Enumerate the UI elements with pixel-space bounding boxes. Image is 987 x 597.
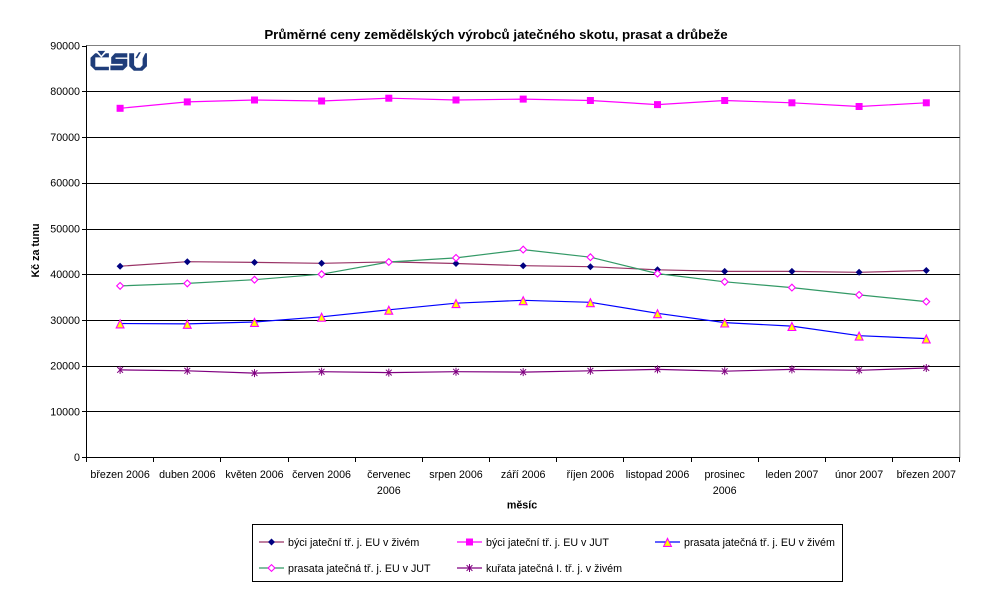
svg-text:září 2006: září 2006 bbox=[501, 469, 546, 481]
svg-text:únor 2007: únor 2007 bbox=[835, 469, 883, 481]
svg-text:0: 0 bbox=[74, 452, 80, 464]
svg-text:2006: 2006 bbox=[377, 485, 401, 497]
svg-text:30000: 30000 bbox=[50, 315, 80, 327]
svg-text:90000: 90000 bbox=[50, 40, 80, 52]
svg-text:Průměrné ceny zemědělských výr: Průměrné ceny zemědělských výrobců jateč… bbox=[264, 27, 727, 42]
svg-text:srpen 2006: srpen 2006 bbox=[429, 469, 483, 481]
svg-text:prasata jatečná tř. j. EU v JU: prasata jatečná tř. j. EU v JUT bbox=[288, 563, 431, 575]
svg-text:říjen 2006: říjen 2006 bbox=[567, 469, 615, 481]
svg-text:Kč za tunu: Kč za tunu bbox=[30, 223, 42, 277]
svg-text:70000: 70000 bbox=[50, 132, 80, 144]
svg-text:listopad 2006: listopad 2006 bbox=[626, 469, 690, 481]
svg-text:leden 2007: leden 2007 bbox=[765, 469, 818, 481]
svg-text:2006: 2006 bbox=[713, 485, 737, 497]
svg-text:80000: 80000 bbox=[50, 86, 80, 98]
svg-text:květen 2006: květen 2006 bbox=[225, 469, 283, 481]
svg-text:prosinec: prosinec bbox=[704, 469, 745, 481]
svg-text:býci jateční tř. j. EU v JUT: býci jateční tř. j. EU v JUT bbox=[486, 537, 609, 549]
svg-text:40000: 40000 bbox=[50, 269, 80, 281]
svg-text:červen 2006: červen 2006 bbox=[292, 469, 351, 481]
svg-text:měsíc: měsíc bbox=[507, 500, 537, 512]
svg-text:březen 2007: březen 2007 bbox=[897, 469, 956, 481]
svg-text:březen 2006: březen 2006 bbox=[90, 469, 149, 481]
svg-text:20000: 20000 bbox=[50, 361, 80, 373]
svg-text:býci jateční tř. j. EU v živém: býci jateční tř. j. EU v živém bbox=[288, 537, 419, 549]
svg-text:kuřata jatečná I. tř. j. v živ: kuřata jatečná I. tř. j. v živém bbox=[486, 563, 622, 575]
svg-text:10000: 10000 bbox=[50, 406, 80, 418]
svg-text:50000: 50000 bbox=[50, 223, 80, 235]
svg-text:60000: 60000 bbox=[50, 178, 80, 190]
svg-text:duben 2006: duben 2006 bbox=[159, 469, 216, 481]
svg-text:červenec: červenec bbox=[367, 469, 411, 481]
svg-text:prasata jatečná tř. j. EU v ži: prasata jatečná tř. j. EU v živém bbox=[684, 537, 835, 549]
